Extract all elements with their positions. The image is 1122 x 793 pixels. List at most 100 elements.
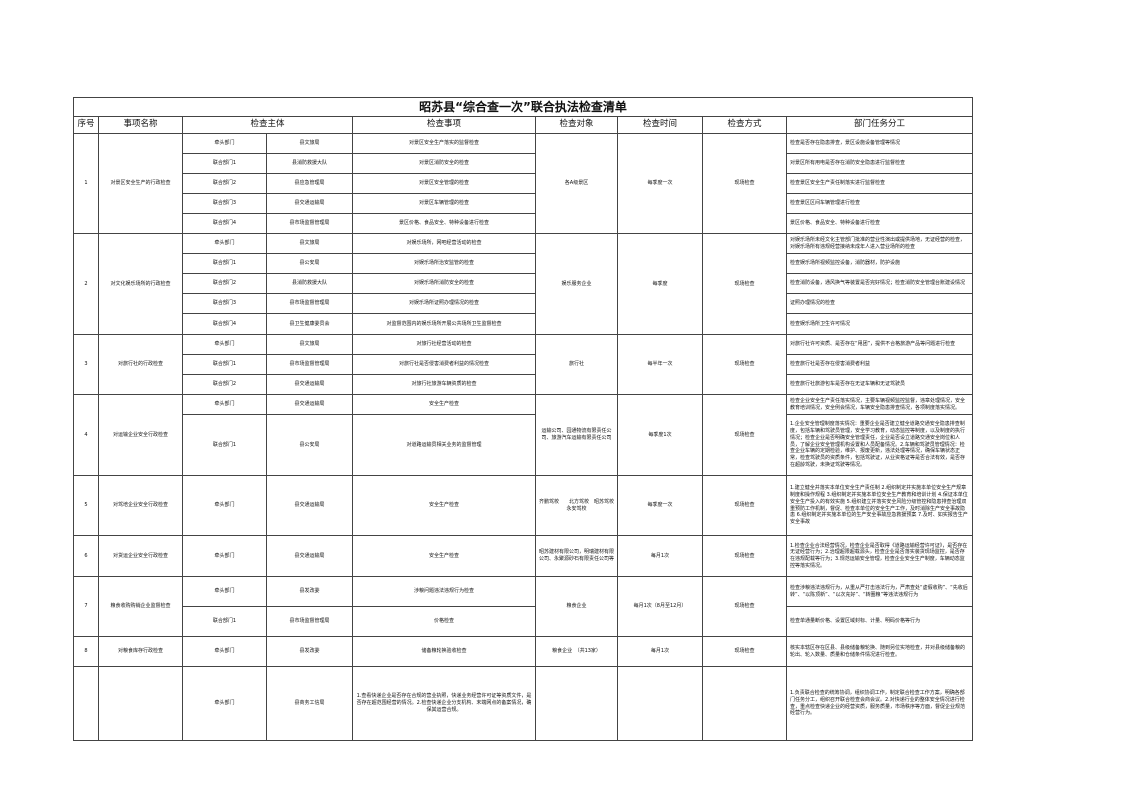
inspect-matter: 价格检查	[352, 606, 536, 637]
inspect-matter: 对景区消防安全的检查	[352, 153, 536, 174]
dept-name: 县市场监督管理局	[266, 213, 353, 234]
task-division: 检查企业安全生产责任落实情况，主要车辆视频监控监督，违章处理情况，安全教育培训情…	[786, 394, 973, 415]
dept-name: 县应急管理局	[266, 173, 353, 194]
dept-name: 县消防救援大队	[266, 153, 353, 174]
inspect-matter: 对监督范围内的娱乐场所开展公共场所卫生监督检查	[352, 313, 536, 335]
dept-role: 联合部门4	[182, 213, 267, 234]
inspect-matter: 涉粮问题违法违规行为检查	[352, 576, 536, 607]
inspect-time	[617, 666, 703, 741]
task-division: 检查景区区间车辆管理进行检查	[786, 193, 973, 214]
header-cell: 检查事项	[352, 116, 536, 134]
task-division: 检查消防设备，通风换气等装置是否完好情况；检查消防安全管理台账建设情况	[786, 273, 973, 294]
inspect-time: 每月1次（8月至12月）	[617, 576, 703, 637]
item-number: 3	[73, 334, 99, 395]
item-name: 对运输企业安全行政检查	[98, 394, 183, 476]
inspect-method: 现场检查	[702, 535, 787, 577]
dept-name: 县市场监督管理局	[266, 354, 353, 375]
header-cell: 检查时间	[617, 116, 703, 134]
inspect-object: 粮食企业 （共13家）	[535, 636, 618, 667]
dept-role: 牵头部门	[182, 576, 267, 607]
dept-role: 牵头部门	[182, 394, 267, 415]
dept-name: 县卫生健康委员会	[266, 313, 353, 335]
inspect-matter: 1.查看快递企业是否存在合规的营业执照，快递业务经营许可证等资质文件，是否存在超…	[352, 666, 536, 741]
header-cell: 序号	[73, 116, 99, 134]
inspect-matter: 安全生产检查	[352, 394, 536, 415]
inspect-time: 每季度一次	[617, 475, 703, 536]
task-division: 检查景区安全生产责任制落实进行监督检查	[786, 173, 973, 194]
dept-name: 县交通运输局	[266, 394, 353, 415]
dept-name: 县公安局	[266, 414, 353, 476]
inspect-object: 娱乐服务企业	[535, 233, 618, 335]
inspect-object: 昭苏建材有限公司，明瑞建材有限公司、永聚源砂石有限责任公司等	[535, 535, 618, 577]
dept-role: 联合部门2	[182, 374, 267, 395]
item-number: 6	[73, 535, 99, 577]
inspect-matter: 对景区车辆管理的检查	[352, 193, 536, 214]
inspect-object: 齐鹏驾校 北方驾校 昭苏驾校 永安驾校	[535, 475, 618, 536]
dept-role: 联合部门1	[182, 414, 267, 476]
dept-role: 联合部门4	[182, 313, 267, 335]
header-cell: 检查方式	[702, 116, 787, 134]
inspect-object: 各A级景区	[535, 133, 618, 234]
dept-role: 联合部门1	[182, 354, 267, 375]
task-division: 1.负责联合检查的统筹协调，组织协调工作，制定联合检查工作方案，明确各部门任务分…	[786, 666, 973, 741]
item-number: 7	[73, 576, 99, 637]
task-division: 1.企业安全管理制度落实情况：重要企业是否建立健全道路交通安全隐患排查制度，包括…	[786, 414, 973, 476]
doc-title: 昭苏县“综合查一次”联合执法检查清单	[73, 97, 973, 117]
inspect-matter: 储备粮轮换验收检查	[352, 636, 536, 667]
header-cell: 检查对象	[535, 116, 618, 134]
item-name: 对货运企业安全行政检查	[98, 535, 183, 577]
inspect-matter: 对娱乐场所，网吧经营活动的检查	[352, 233, 536, 254]
inspect-method: 现场检查	[702, 394, 787, 476]
dept-role: 联合部门2	[182, 273, 267, 294]
dept-name: 县消防救援大队	[266, 273, 353, 294]
dept-name: 县文旅局	[266, 334, 353, 355]
inspect-method: 现场检查	[702, 233, 787, 335]
item-number: 8	[73, 636, 99, 667]
dept-role: 牵头部门	[182, 233, 267, 254]
item-name	[98, 666, 183, 741]
item-number: 2	[73, 233, 99, 335]
inspect-time: 每月1次	[617, 636, 703, 667]
dept-name: 县市场监督管理局	[266, 606, 353, 637]
dept-name: 县公安局	[266, 253, 353, 274]
inspect-method: 现场检查	[702, 133, 787, 234]
task-division: 对景区所有用电是否存在消防安全隐患进行监督检查	[786, 153, 973, 174]
inspect-matter: 对娱乐场所证照办理情况的检查	[352, 293, 536, 314]
dept-role: 联合部门3	[182, 293, 267, 314]
dept-name: 县文旅局	[266, 233, 353, 254]
dept-role: 牵头部门	[182, 334, 267, 355]
inspect-object	[535, 666, 618, 741]
dept-role: 牵头部门	[182, 133, 267, 154]
inspect-matter: 对娱乐场所治安监管的检查	[352, 253, 536, 274]
inspect-time: 每半年一次	[617, 334, 703, 395]
dept-role: 联合部门1	[182, 253, 267, 274]
task-division: 景区价格、食品安全、特种设备进行检查	[786, 213, 973, 234]
item-name: 对文化娱乐场所的行政检查	[98, 233, 183, 335]
inspect-object: 粮食企业	[535, 576, 618, 637]
inspect-matter: 景区价格、食品安全、特种设备进行检查	[352, 213, 536, 234]
dept-role: 牵头部门	[182, 475, 267, 536]
dept-role: 牵头部门	[182, 666, 267, 741]
dept-role: 联合部门1	[182, 153, 267, 174]
task-division: 检查旅行社旅游包车是否存在无证车辆和无证驾驶员	[786, 374, 973, 395]
item-number: 5	[73, 475, 99, 536]
inspect-method: 现场检查	[702, 576, 787, 637]
task-division: 1.检查企业合法经营情况，检查企业是否取得《道路运输经营许可证》，是否存在无证经…	[786, 535, 973, 577]
header-cell: 部门任务分工	[786, 116, 973, 134]
inspect-matter: 对旅行社是否侵害消费者利益的情况检查	[352, 354, 536, 375]
item-name: 对景区安全生产的行政检查	[98, 133, 183, 234]
dept-name: 县交通运输局	[266, 535, 353, 577]
dept-name: 县市场监督管理局	[266, 293, 353, 314]
inspect-matter: 安全生产检查	[352, 475, 536, 536]
item-name: 对粮食库存行政检查	[98, 636, 183, 667]
inspect-matter: 对景区安全生产落实的监督检查	[352, 133, 536, 154]
item-number: 4	[73, 394, 99, 476]
inspect-time: 每季度	[617, 233, 703, 335]
item-name: 粮食收购购销企业监督检查	[98, 576, 183, 637]
dept-name: 县交通运输局	[266, 374, 353, 395]
item-number	[73, 666, 99, 741]
dept-role: 联合部门1	[182, 606, 267, 637]
header-cell: 检查主体	[182, 116, 353, 134]
task-division: 核实本辖区存在区县、县级储备粮轮换、随到另位实地检查，并对县级储备粮的轮出、轮入…	[786, 636, 973, 667]
